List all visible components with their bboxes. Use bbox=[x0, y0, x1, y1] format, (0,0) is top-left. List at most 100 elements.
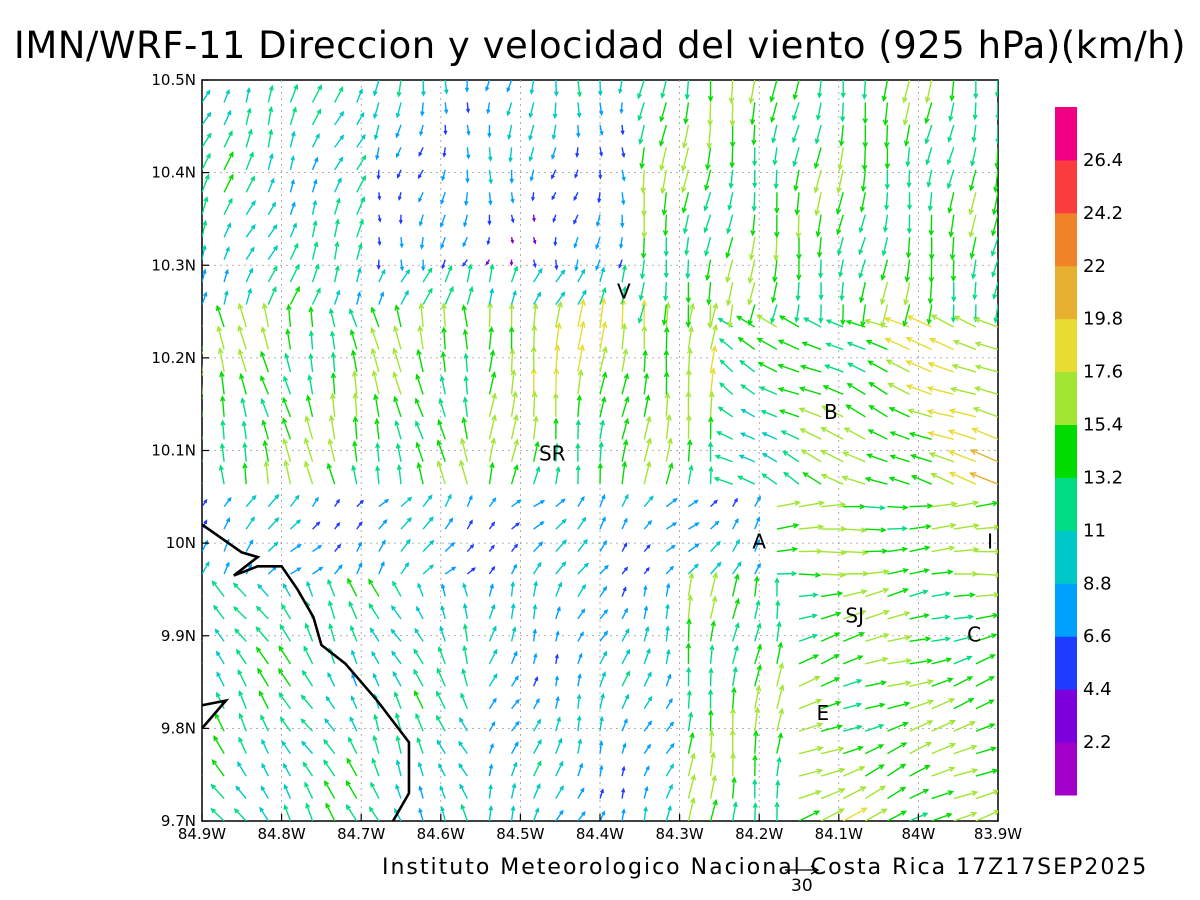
wind-vector bbox=[462, 236, 468, 248]
wind-vector bbox=[532, 603, 538, 619]
wind-vector bbox=[643, 544, 651, 553]
wind-vector bbox=[946, 147, 955, 166]
wind-vector bbox=[555, 737, 563, 754]
wind-vector bbox=[997, 505, 998, 507]
wind-vector bbox=[393, 691, 402, 709]
wind-vector bbox=[533, 738, 542, 754]
wind-vector bbox=[643, 566, 650, 575]
wind-vector bbox=[842, 679, 863, 687]
wind-vector bbox=[909, 741, 933, 755]
wind-vector bbox=[356, 541, 362, 552]
wind-vector bbox=[843, 549, 869, 556]
wind-vector bbox=[840, 304, 846, 326]
wind-vector bbox=[488, 461, 495, 485]
wind-vector bbox=[772, 259, 778, 284]
town-label-e: E bbox=[817, 701, 830, 725]
wind-vector bbox=[289, 178, 295, 193]
wind-vector bbox=[820, 677, 841, 687]
wind-vector bbox=[860, 304, 867, 328]
wind-vector bbox=[597, 80, 603, 97]
wind-vector bbox=[686, 617, 692, 642]
wind-vector bbox=[598, 169, 603, 180]
wind-vector bbox=[577, 673, 582, 687]
wind-vector bbox=[731, 666, 738, 687]
wind-vector bbox=[223, 246, 230, 260]
wind-vector bbox=[732, 561, 742, 575]
wind-vector bbox=[865, 656, 889, 665]
wind-vector bbox=[662, 214, 669, 237]
wind-vector bbox=[308, 305, 314, 328]
wind-vector bbox=[439, 214, 446, 228]
wind-vector bbox=[487, 214, 492, 226]
wind-vector bbox=[330, 392, 336, 417]
wind-vector bbox=[553, 237, 558, 247]
wind-vector bbox=[573, 236, 579, 249]
wind-vector bbox=[760, 409, 778, 418]
wind-vector bbox=[778, 315, 800, 328]
wind-vector bbox=[882, 214, 889, 233]
wind-vector bbox=[464, 192, 469, 207]
coastline bbox=[201, 523, 411, 822]
wind-vector bbox=[555, 498, 566, 508]
wind-vector bbox=[306, 580, 314, 597]
wind-vector bbox=[643, 584, 648, 597]
wind-vector bbox=[436, 667, 446, 687]
wind-vector bbox=[400, 289, 409, 305]
wind-vector bbox=[997, 730, 998, 732]
wind-vector bbox=[202, 291, 208, 305]
wind-vector bbox=[798, 654, 820, 665]
wind-vector bbox=[487, 124, 492, 139]
wind-vector bbox=[643, 785, 649, 799]
wind-vector bbox=[909, 720, 934, 732]
wind-vector bbox=[825, 319, 844, 328]
wind-vector bbox=[245, 175, 255, 193]
y-tick-label: 10.2N bbox=[151, 349, 196, 367]
wind-vector bbox=[820, 405, 844, 418]
wind-vector bbox=[953, 592, 976, 598]
wind-vector bbox=[887, 611, 911, 620]
wind-vector bbox=[415, 712, 424, 732]
wind-vector bbox=[304, 415, 314, 440]
wind-vector bbox=[555, 539, 568, 553]
wind-vector bbox=[924, 80, 933, 104]
wind-vector bbox=[948, 408, 977, 418]
wind-vector bbox=[995, 102, 998, 121]
wind-vector bbox=[267, 517, 280, 530]
wind-vector bbox=[794, 192, 801, 216]
wind-vector bbox=[422, 494, 433, 508]
wind-vector bbox=[573, 214, 579, 225]
wind-vector bbox=[459, 459, 469, 485]
wind-vector bbox=[202, 617, 203, 619]
wind-vector bbox=[975, 524, 998, 531]
wind-vector bbox=[531, 390, 538, 417]
wind-vector bbox=[417, 582, 424, 597]
wind-vector bbox=[842, 745, 864, 755]
wind-vector bbox=[267, 84, 274, 103]
wind-vector bbox=[598, 102, 604, 117]
x-tick-label: 84.6W bbox=[417, 825, 465, 843]
wind-vector bbox=[887, 742, 908, 755]
wind-vector bbox=[211, 758, 225, 777]
wind-vector bbox=[599, 345, 608, 373]
wind-vector bbox=[460, 437, 469, 462]
wind-vector bbox=[422, 516, 434, 530]
wind-vector bbox=[533, 291, 542, 305]
wind-vector bbox=[577, 298, 586, 328]
wind-vector bbox=[577, 320, 586, 350]
wind-vector bbox=[770, 102, 778, 124]
wind-vector bbox=[687, 711, 694, 732]
wind-vector bbox=[718, 382, 734, 395]
wind-vector bbox=[861, 80, 868, 100]
wind-vector bbox=[261, 738, 269, 754]
wind-vector bbox=[312, 544, 323, 553]
wind-vector bbox=[268, 80, 270, 81]
wind-vector bbox=[618, 259, 623, 269]
wind-vector bbox=[511, 499, 522, 508]
map-title: IMN/WRF-11 Direccion y velocidad del vie… bbox=[13, 24, 1187, 67]
wind-vector bbox=[532, 237, 537, 245]
wind-vector bbox=[437, 418, 446, 440]
wind-vector bbox=[621, 607, 628, 620]
wind-vector bbox=[709, 798, 718, 821]
wind-vector bbox=[728, 80, 735, 105]
wind-vector bbox=[794, 304, 800, 323]
